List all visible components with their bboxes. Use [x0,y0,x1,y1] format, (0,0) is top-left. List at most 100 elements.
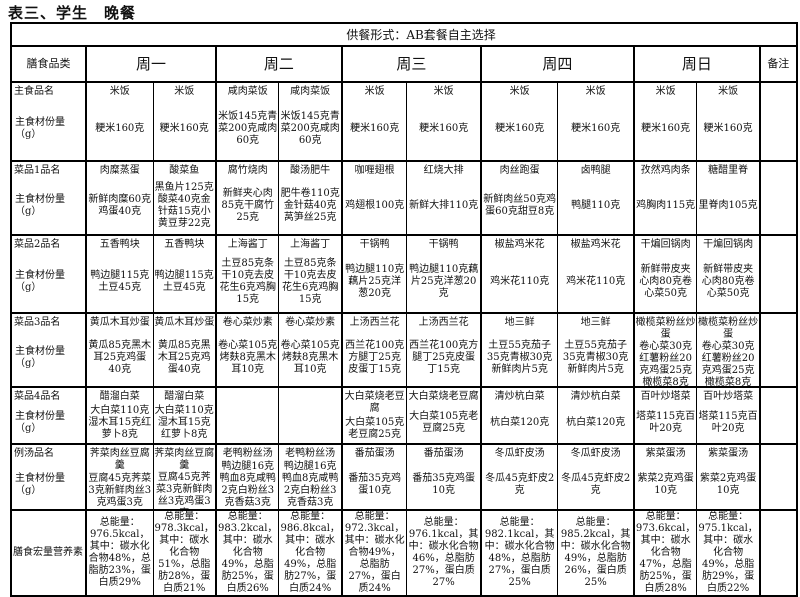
menu-cell-content: 清炒杭白菜杭白菜120克 [483,388,557,442]
dish-name: 米饭 [174,86,195,97]
menu-cell-content: 醋溜白菜 大白菜110克湿木耳15克红萝卜8克 [88,388,152,442]
nutrition-label: 膳食宏量营养素 [10,509,87,597]
dish-amount: 西兰花100克方腿丁25克皮蛋丁15克 [345,339,405,375]
menu-cell: 上汤西兰花西兰花100克方腿丁25克皮蛋丁15克 [340,312,408,388]
row-label-cell: 例汤品名 主食材份量（g） [10,443,87,511]
dish-amount: 鸡米花110克 [566,275,626,287]
menu-cell: 酸汤肥牛 肥牛卷110克金针菇40克莴笋丝25克 [278,160,343,236]
menu-cell: 地三鲜 土豆55克茄子35克青椒30克新鲜肉片5克 [479,312,559,388]
menu-cell: 冬瓜虾皮汤 冬瓜45克虾皮2克 [557,443,635,511]
menu-cell: 肉糜蒸蛋 新鲜肉糜60克鸡蛋40克 [85,160,154,236]
dish-amount: 卷心菜105克烤麸8克黑木耳10克 [218,339,278,375]
menu-cell-content: 米饭 粳米160克 [483,83,557,159]
day-header: 周一 [85,45,217,83]
dish-name: 卷心菜炒素 [285,317,336,328]
menu-cell-content [280,388,341,442]
dish-name: 五香鸭块 [99,239,140,250]
dish-amount: 卷心菜30克红薯粉丝20克鸡蛋25克橄榄菜8克 [701,341,755,387]
menu-cell-content: 紫菜蛋汤 紫菜2克鸡蛋10克 [698,445,759,508]
menu-cell: 肉丝跑蛋 新鲜肉丝50克鸡蛋60克甜豆8克 [479,160,559,236]
row-label-cell: 菜品4品名 主食材份量（g） [10,386,87,445]
dish-name: 咸肉菜饭 [227,86,268,97]
menu-cell-content: 黄瓜木耳炒蛋 黄瓜85克黑木耳25克鸡蛋40克 [88,314,152,385]
dish-amount: 米饭145克青菜200克咸肉60克 [280,111,340,146]
remark-cell [758,234,798,314]
page-title: 表三、学生 晚餐 [8,4,137,22]
menu-cell: 橄榄菜粉丝炒蛋 卷心菜30克红薯粉丝20克鸡蛋25克橄榄菜8克 [632,312,698,388]
dish-amount: 粳米160克 [95,123,145,134]
menu-cell-content: 五香鸭块 鸭边腿115克土豆45克 [154,236,215,311]
dish-name: 干煸回锅肉 [640,239,691,250]
menu-cell: 米饭 粳米160克 [340,81,408,162]
dish-name: 清炒杭白菜 [494,391,545,402]
menu-cell-content: 干煸回锅肉新鲜带皮夹心肉80克卷心菜50克 [636,236,696,311]
table-row: 菜品3品名 主食材份量（g） 黄瓜木耳炒蛋 黄瓜85克黑木耳25克鸡蛋40克 黄瓜木耳炒… [10,312,798,388]
dish-name: 橄榄菜粉丝炒蛋 [635,317,696,340]
dish-name: 糖醋里脊 [708,165,749,176]
menu-cell-content: 肉糜蒸蛋 新鲜肉糜60克鸡蛋40克 [88,162,152,233]
dish-amount: 冬瓜45克虾皮2克 [485,472,555,496]
menu-cell: 腐竹烧肉 新鲜夹心肉85克干腐竹25克 [214,160,280,236]
dish-name-label: 例汤品名 [14,448,54,459]
dish-name: 孜然鸡肉条 [640,165,691,176]
menu-cell-content: 清炒杭白菜 杭白菜120克 [559,388,633,442]
nutrition-cell: 总能量：973.6kcal，其中：碳水化合物47%，总脂肪25%，蛋白质28% [632,509,698,597]
amount-label: 主食材份量（g） [15,193,65,217]
dish-amount: 鸡胸肉115克 [636,199,696,211]
dish-amount: 鸭边腿16克鸭血8克咸鸭2克白粉丝3克香菇3克 [219,460,276,508]
menu-cell [278,386,343,445]
menu-cell-content: 上海酱丁土豆85克条干10克去皮花生6克鸡胸15克 [218,236,278,311]
dish-name: 上海酱丁 [227,239,268,250]
dish-name: 椒盐鸡米花 [494,239,545,250]
menu-cell-content: 橄榄菜粉丝炒蛋 卷心菜30克红薯粉丝20克鸡蛋25克橄榄菜8克 [635,314,696,385]
menu-cell-content: 卷心菜炒素卷心菜105克烤麸8克黑木耳10克 [280,314,341,385]
dish-amount: 鸭边腿115克土豆45克 [154,269,214,293]
menu-cell: 大白菜烧老豆腐 大白菜105克老豆腐25克 [340,386,408,445]
menu-cell: 醋溜白菜 大白菜110克湿木耳15克红萝卜8克 [152,386,217,445]
category-header: 膳食品类 [10,45,87,83]
menu-cell: 冬瓜虾皮汤 冬瓜45克虾皮2克 [479,443,559,511]
menu-cell: 清炒杭白菜 杭白菜120克 [557,386,635,445]
row-label: 菜品2品名 主食材份量（g） [14,236,85,311]
dish-name-label: 菜品3品名 [14,317,61,328]
dish-name: 上汤西兰花 [349,317,400,328]
menu-cell: 番茄蛋汤 番茄35克鸡蛋10克 [340,443,408,511]
menu-cell-content: 酸汤肥牛 肥牛卷110克金针菇40克莴笋丝25克 [280,162,341,233]
dish-name: 百叶炒塔菜 [703,391,754,402]
menu-cell [214,386,280,445]
menu-cell: 地三鲜 土豆55克茄子35克青椒30克新鲜肉片5克 [557,312,635,388]
dish-amount: 杭白菜120克 [490,417,550,428]
dish-amount: 大白菜110克湿木耳15克红萝卜8克 [154,405,214,440]
menu-cell: 五香鸭块 鸭边腿115克土豆45克 [152,234,217,314]
menu-cell-content: 米饭 粳米160克 [88,83,152,159]
dish-amount: 卷心菜105克烤麸8克黑木耳10克 [280,339,340,375]
menu-cell-content: 肉丝跑蛋 新鲜肉丝50克鸡蛋60克甜豆8克 [483,162,557,233]
menu-cell-content: 椒盐鸡米花 鸡米花110克 [559,236,633,311]
dish-amount: 新鲜带皮夹心肉80克卷心菜50克 [639,263,692,299]
dish-amount: 粳米160克 [159,123,209,134]
menu-cell: 清炒杭白菜杭白菜120克 [479,386,559,445]
table-row: 菜品4品名 主食材份量（g） 醋溜白菜 大白菜110克湿木耳15克红萝卜8克 醋溜白菜大… [10,386,798,445]
menu-cell: 米饭 粳米160克 [406,81,482,162]
dish-amount: 土豆85克条干10克去皮花生6克鸡胸15克 [219,257,276,305]
menu-cell: 百叶炒塔菜 塔菜115克百叶20克 [696,386,761,445]
menu-cell: 黄瓜木耳炒蛋 黄瓜85克黑木耳25克鸡蛋40克 [152,312,217,388]
dish-name: 醋溜白菜 [99,391,140,402]
menu-cell-content: 大白菜烧老豆腐 大白菜105克老豆腐25克 [344,388,406,442]
day-header: 周四 [479,45,635,83]
menu-cell-content [218,388,278,442]
menu-cell-content: 冬瓜虾皮汤 冬瓜45克虾皮2克 [559,445,633,508]
dish-name: 咸肉菜饭 [290,86,331,97]
dish-amount: 鸡翅根100克 [345,199,405,211]
menu-cell: 黄瓜木耳炒蛋 黄瓜85克黑木耳25克鸡蛋40克 [85,312,154,388]
dish-name: 大白菜烧老豆腐 [408,391,479,402]
dish-amount: 鸭边腿110克藕片25克洋葱20克 [345,263,405,299]
dish-name: 老鸭粉丝汤 [285,448,336,459]
menu-cell-content: 干锅鸭 鸭边腿110克藕片25克洋葱20克 [344,236,406,311]
row-label-cell: 菜品3品名 主食材份量（g） [10,312,87,388]
nutrition-cell: 总能量：972.3kcal，其中：碳水化合物49%，总脂肪27%，蛋白质24% [340,509,408,597]
row-label-cell: 菜品1品名 主食材份量（g） [10,160,87,236]
row-label: 主食品名 主食材份量（g） [14,83,85,159]
menu-cell-content: 咖喱翅根 鸡翅根100克 [344,162,406,233]
dish-amount: 鸭腿110克 [571,199,621,211]
